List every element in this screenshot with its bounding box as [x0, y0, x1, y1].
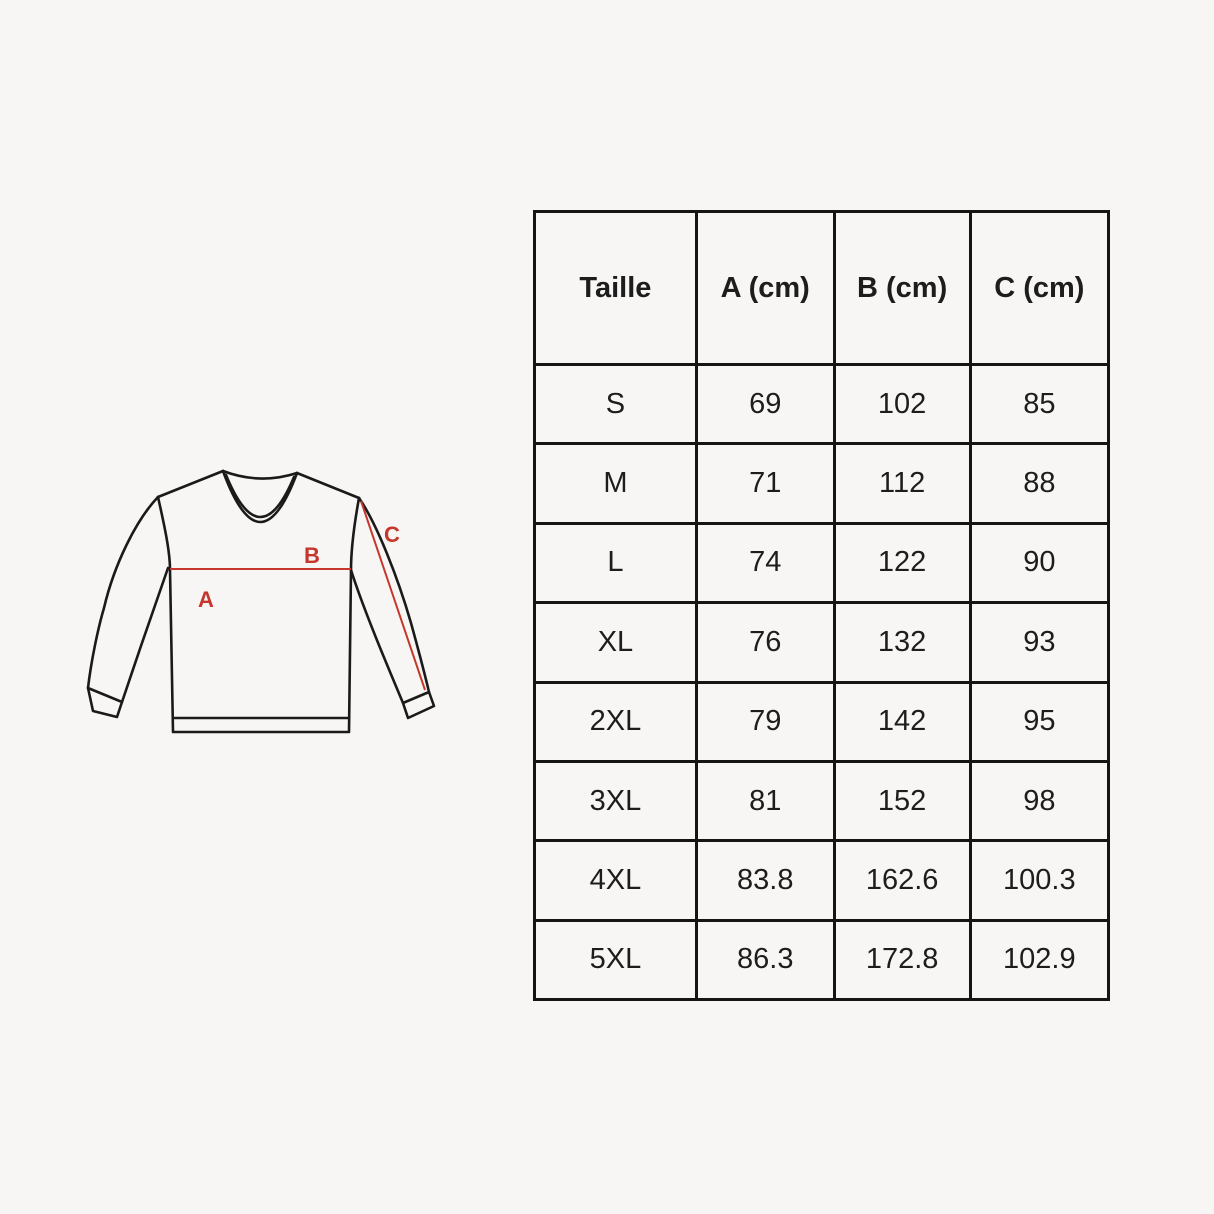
size-label-cell: S	[533, 362, 698, 446]
measurement-value-cell: 100.3	[968, 839, 1111, 922]
header-taille: Taille	[533, 210, 698, 366]
garment-outline	[86, 469, 436, 734]
size-label-cell: XL	[533, 601, 698, 684]
measurement-value-cell: 79	[694, 680, 836, 763]
table-row: S 69 102 85	[533, 362, 1111, 446]
measurement-value-cell: 142	[832, 680, 972, 763]
table-row: 5XL 86.3 172.8 102.9	[533, 918, 1111, 1002]
measurement-value-cell: 90	[968, 521, 1111, 605]
measurement-value-cell: 88	[968, 442, 1111, 525]
measurement-label-c: C	[384, 522, 400, 547]
measurement-value-cell: 98	[968, 759, 1111, 843]
measurement-value-cell: 122	[832, 521, 972, 605]
size-chart-table: Taille A (cm) B (cm) C (cm) S 69 102 85 M 71 1…	[533, 210, 1111, 1002]
measurement-value-cell: 152	[832, 759, 972, 843]
measurement-value-cell: 76	[694, 601, 836, 684]
measurement-value-cell: 74	[694, 521, 836, 605]
measurement-value-cell: 71	[694, 442, 836, 525]
measurement-value-cell: 83.8	[694, 839, 836, 922]
measurement-value-cell: 162.6	[832, 839, 972, 922]
table-row: XL 76 132 93	[533, 601, 1111, 684]
size-label-cell: L	[533, 521, 698, 605]
measurement-value-cell: 69	[694, 362, 836, 446]
size-label-cell: 3XL	[533, 759, 698, 843]
measurement-value-cell: 102.9	[968, 918, 1111, 1002]
table-row: L 74 122 90	[533, 521, 1111, 605]
header-b-cm: B (cm)	[832, 210, 972, 366]
measurement-value-cell: 102	[832, 362, 972, 446]
header-a-cm: A (cm)	[694, 210, 836, 366]
table-row: 2XL 79 142 95	[533, 680, 1111, 763]
table-header-row: Taille A (cm) B (cm) C (cm)	[533, 210, 1111, 366]
measurement-value-cell: 112	[832, 442, 972, 525]
header-c-cm: C (cm)	[968, 210, 1111, 366]
size-label-cell: 4XL	[533, 839, 698, 922]
measurement-value-cell: 85	[968, 362, 1111, 446]
measurement-value-cell: 81	[694, 759, 836, 843]
table-row: M 71 112 88	[533, 442, 1111, 525]
size-label-cell: M	[533, 442, 698, 525]
measurement-value-cell: 132	[832, 601, 972, 684]
measurement-value-cell: 95	[968, 680, 1111, 763]
size-table-body: S 69 102 85 M 71 112 88 L 74 122 90 XL 76 132 93 2XL 79 14…	[533, 362, 1111, 1002]
measurement-value-cell: 86.3	[694, 918, 836, 1002]
table-row: 3XL 81 152 98	[533, 759, 1111, 843]
size-label-cell: 2XL	[533, 680, 698, 763]
sweatshirt-diagram: A B C	[60, 430, 480, 790]
measurement-label-a: A	[198, 587, 214, 612]
table-row: 4XL 83.8 162.6 100.3	[533, 839, 1111, 922]
measurement-lines	[170, 500, 426, 691]
measurement-line-c	[360, 500, 426, 691]
sweatshirt-icon: A B C	[86, 469, 436, 734]
measurement-value-cell: 93	[968, 601, 1111, 684]
measurement-value-cell: 172.8	[832, 918, 972, 1002]
size-label-cell: 5XL	[533, 918, 698, 1002]
measurement-label-b: B	[304, 543, 320, 568]
